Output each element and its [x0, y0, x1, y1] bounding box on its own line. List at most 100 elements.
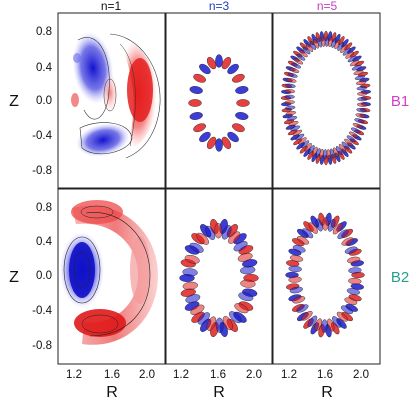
- mode-blob: [346, 288, 360, 295]
- mode-blob: [189, 242, 204, 253]
- mode-blob: [352, 123, 363, 129]
- mode-blob: [285, 83, 296, 88]
- mode-blob: [299, 49, 308, 58]
- mode-blob: [304, 143, 312, 152]
- mode-blob: [344, 297, 358, 305]
- mode-blob: [182, 268, 198, 277]
- mode-blob: [288, 120, 299, 127]
- mode-blob: [341, 141, 350, 150]
- mode-blob: [292, 129, 303, 136]
- mode-blob: [185, 294, 201, 304]
- column-title-n5: n=5: [317, 0, 338, 13]
- panel-b1-n3: [166, 13, 272, 188]
- mode-blob: [307, 315, 318, 327]
- mode-blob: [296, 53, 306, 61]
- x-axis-ticks: 1.2 1.6 2.0 1.2 1.6 2.0 1.2 1.6 2.0: [66, 369, 369, 381]
- mode-blob: [315, 218, 323, 232]
- mode-blob: [297, 137, 307, 145]
- mode-blob: [354, 75, 365, 80]
- mode-blob: [305, 43, 314, 52]
- mode-blob: [206, 56, 217, 70]
- column-title-n3: n=3: [209, 0, 230, 13]
- mode-blob: [322, 217, 329, 231]
- mode-blob: [344, 138, 353, 147]
- mode-blob: [233, 241, 248, 252]
- mode-blob: [238, 292, 254, 302]
- mode-blob: [232, 73, 245, 83]
- mode-blob: [355, 80, 367, 85]
- mode-blob: [292, 296, 306, 304]
- y-axis-label-row2: Z: [9, 269, 19, 286]
- mode-blob: [345, 51, 355, 59]
- y-tick: -0.4: [32, 130, 52, 142]
- y-tick: 0.8: [36, 26, 52, 38]
- b1-n5-mode-ring: [280, 30, 372, 166]
- mode-blob: [288, 265, 302, 273]
- mode-blob: [349, 60, 360, 67]
- mode-blob: [288, 276, 302, 283]
- mode-blob: [327, 318, 335, 332]
- mode-blob: [307, 145, 315, 155]
- mode-blob: [308, 222, 318, 234]
- mode-blob: [193, 123, 206, 133]
- x-axis-label-col2: R: [213, 384, 225, 401]
- mode-blob: [348, 267, 362, 274]
- mode-blob: [189, 112, 203, 120]
- panel-b1-n5: [273, 13, 380, 188]
- mode-blob: [289, 67, 300, 73]
- y-tick: -0.8: [32, 340, 52, 352]
- mode-blob: [199, 131, 211, 143]
- x-tick: 1.2: [66, 369, 82, 381]
- mode-blob: [240, 279, 256, 288]
- y-tick: -0.8: [32, 165, 52, 177]
- mode-blob: [340, 305, 354, 314]
- panel-b2-n1: [58, 189, 165, 364]
- mode-blob: [348, 131, 359, 138]
- mode-blob: [236, 99, 250, 107]
- mode-blob: [228, 311, 242, 324]
- panel-b2-n3: [166, 189, 272, 364]
- mode-blob: [193, 73, 206, 83]
- mode-blob: [284, 100, 295, 105]
- mode-blob: [340, 44, 348, 53]
- panel-frames: [57, 12, 381, 365]
- mode-blob: [184, 254, 200, 264]
- mode-blob: [321, 319, 328, 333]
- mode-blob: [351, 64, 362, 71]
- mode-blob: [356, 102, 368, 107]
- y-tick: 0.0: [36, 95, 52, 107]
- mode-blob: [232, 123, 245, 133]
- y-tick: -0.4: [32, 305, 52, 317]
- mode-blob: [347, 55, 357, 63]
- panel-b2-n5: [273, 189, 380, 364]
- mode-blob: [337, 229, 349, 240]
- mode-blob: [342, 47, 351, 56]
- y-axis-label-row1: Z: [9, 93, 19, 110]
- mode-blob: [289, 286, 303, 294]
- mode-blob: [296, 304, 309, 313]
- mode-blob: [295, 133, 305, 141]
- y-tick: 0.8: [36, 202, 52, 214]
- mode-blob: [182, 281, 198, 290]
- mode-blob: [347, 256, 361, 264]
- mode-blob: [287, 72, 298, 78]
- x-tick: 1.6: [317, 369, 333, 381]
- b1-n1-blue-lobe-lower: [76, 123, 130, 157]
- mode-blob: [205, 225, 216, 240]
- mode-blob: [240, 266, 256, 275]
- x-tick: 2.0: [353, 369, 369, 381]
- x-tick: 2.0: [246, 369, 262, 381]
- mode-blob: [197, 312, 210, 325]
- mode-blob: [344, 246, 358, 254]
- mode-blob: [296, 236, 310, 245]
- mode-blob: [301, 140, 310, 149]
- row-label-b2: B2: [391, 269, 409, 286]
- mode-blob: [309, 40, 317, 50]
- x-tick: 1.2: [173, 369, 189, 381]
- y-axis-ticks-row1: 0.8 0.4 0.0 -0.4 -0.8: [32, 26, 52, 177]
- mode-blob: [337, 41, 345, 51]
- mode-blob: [336, 311, 348, 322]
- b1-n3-mode-ring: [188, 54, 250, 152]
- mode-blob: [221, 56, 232, 70]
